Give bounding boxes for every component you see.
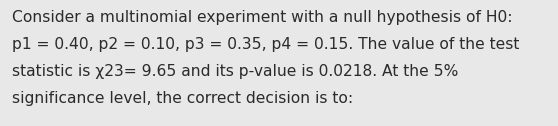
Text: p1 = 0.40, p2 = 0.10, p3 = 0.35, p4 = 0.15. The value of the test: p1 = 0.40, p2 = 0.10, p3 = 0.35, p4 = 0.… xyxy=(12,37,519,52)
Text: Consider a multinomial experiment with a null hypothesis of H0:: Consider a multinomial experiment with a… xyxy=(12,10,512,25)
Text: significance level, the correct decision is to:: significance level, the correct decision… xyxy=(12,91,353,106)
Text: statistic is χ23= 9.65 and its p-value is 0.0218. At the 5%: statistic is χ23= 9.65 and its p-value i… xyxy=(12,64,458,79)
